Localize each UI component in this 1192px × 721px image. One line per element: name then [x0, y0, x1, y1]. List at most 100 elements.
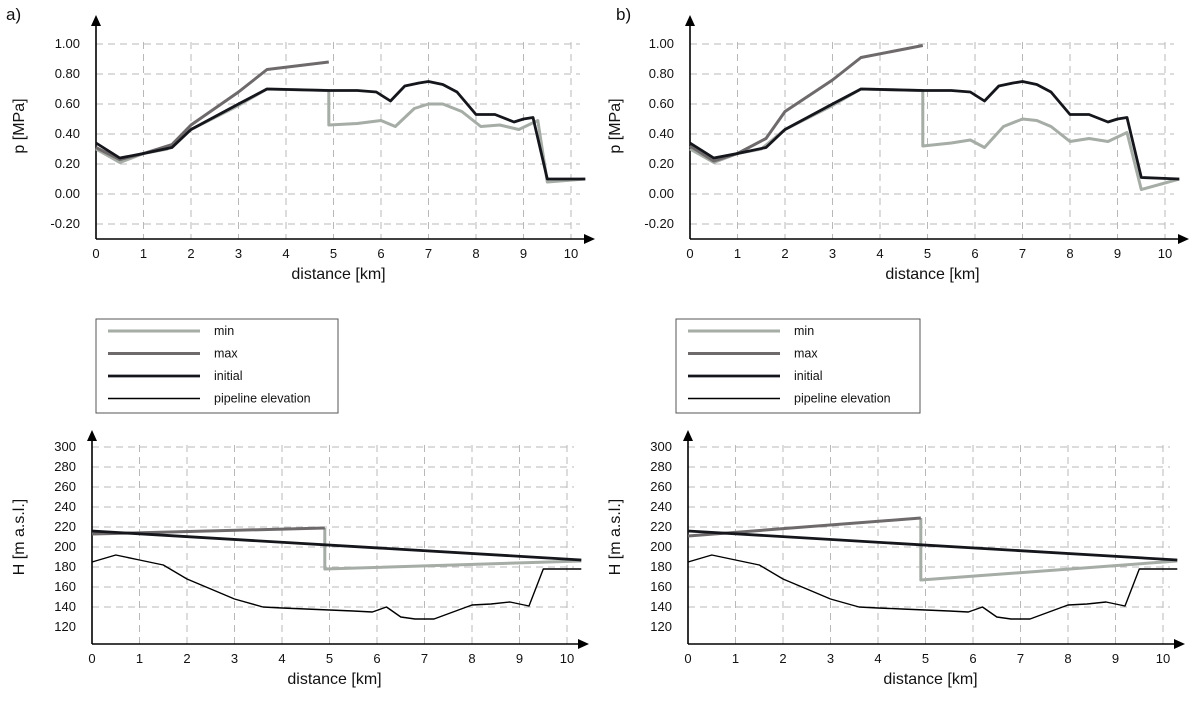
x-tick-label: 4 — [278, 651, 285, 666]
x-tick-label: 8 — [468, 651, 475, 666]
y-tick-label: 0.80 — [55, 66, 80, 81]
grid — [690, 42, 1174, 239]
head-chart-b: 120 140 160 180 200 220 240 260 280 300 0 1 2 3 4 5 6 7 8 9… — [607, 430, 1185, 688]
y-tick-label: 1.00 — [55, 36, 80, 51]
y-tick-label: 280 — [650, 459, 672, 474]
x-tick-label: 9 — [1112, 651, 1119, 666]
x-tick-label: 0 — [686, 246, 693, 261]
x-tick-label: 7 — [425, 246, 432, 261]
x-tick-label: 0 — [684, 651, 691, 666]
x-tick-label: 8 — [472, 246, 479, 261]
x-tick-label: 5 — [924, 246, 931, 261]
panel-label-b: b) — [616, 5, 631, 24]
x-tick-label: 0 — [92, 246, 99, 261]
x-tick-label: 2 — [187, 246, 194, 261]
x-tick-label: 5 — [330, 246, 337, 261]
y-tick-label: 0.60 — [649, 96, 674, 111]
x-tick-label: 3 — [829, 246, 836, 261]
y-axis-arrow — [91, 15, 101, 26]
y-tick-label: 300 — [54, 439, 76, 454]
x-tick-label: 4 — [876, 246, 883, 261]
legend-label-initial: initial — [214, 369, 243, 383]
y-tick-label: 260 — [54, 479, 76, 494]
y-tick-label: 120 — [650, 619, 672, 634]
x-tick-label: 1 — [140, 246, 147, 261]
x-tick-label: 1 — [734, 246, 741, 261]
y-tick-label: 140 — [650, 599, 672, 614]
grid — [92, 445, 574, 644]
x-tick-label: 5 — [326, 651, 333, 666]
y-tick-label: 160 — [650, 579, 672, 594]
x-tick-label: 7 — [421, 651, 428, 666]
series-line-max — [95, 60, 329, 161]
y-tick-label: 300 — [650, 439, 672, 454]
x-tick-label: 8 — [1064, 651, 1071, 666]
x-tick-label: 3 — [827, 651, 834, 666]
series-line-elevation — [687, 554, 1178, 620]
x-tick-label: 6 — [969, 651, 976, 666]
pressure-chart-a: -0.20 0.00 0.20 0.40 0.60 0.80 1.00 0 1 2 3 4 5 6 7 8 9 1… — [11, 15, 595, 283]
series-line-elevation — [91, 554, 582, 620]
y-tick-label: 0.40 — [649, 126, 674, 141]
legend-label-max: max — [214, 347, 238, 361]
y-tick-label: 1.00 — [649, 36, 674, 51]
series-line-initial — [689, 80, 1180, 181]
legend-label-min: min — [214, 324, 234, 338]
x-tick-label: 9 — [1114, 246, 1121, 261]
x-axis-arrow — [578, 639, 589, 649]
grid — [96, 42, 580, 239]
x-tick-label: 8 — [1066, 246, 1073, 261]
legend-label-elevation: pipeline elevation — [794, 392, 891, 406]
x-tick-label: 4 — [282, 246, 289, 261]
x-axis-arrow — [1174, 639, 1185, 649]
x-tick-label: 6 — [971, 246, 978, 261]
y-tick-label: 140 — [54, 599, 76, 614]
y-tick-label: 180 — [54, 559, 76, 574]
x-tick-label: 10 — [1158, 246, 1172, 261]
y-tick-label: 260 — [650, 479, 672, 494]
y-tick-label: 220 — [650, 519, 672, 534]
series-line-initial — [687, 529, 1178, 562]
x-axis-title: distance [km] — [885, 266, 979, 283]
y-tick-label: 240 — [650, 499, 672, 514]
x-tick-label: 0 — [88, 651, 95, 666]
y-tick-label: 0.00 — [55, 186, 80, 201]
legend-label-max: max — [794, 347, 818, 361]
legend-label-initial: initial — [794, 369, 823, 383]
legend-label-min: min — [794, 324, 814, 338]
x-tick-label: 7 — [1019, 246, 1026, 261]
y-axis-title: H [m a.s.l.] — [11, 499, 28, 575]
y-tick-label: 0.80 — [649, 66, 674, 81]
panel-label-a: a) — [6, 5, 21, 24]
x-tick-label: 5 — [922, 651, 929, 666]
y-tick-label: 0.00 — [649, 186, 674, 201]
x-tick-label: 7 — [1017, 651, 1024, 666]
legend-box — [95, 318, 339, 414]
x-tick-label: 1 — [732, 651, 739, 666]
x-axis-arrow — [1178, 234, 1189, 244]
y-tick-label: 220 — [54, 519, 76, 534]
axes — [87, 430, 589, 649]
y-tick-label: -0.20 — [50, 216, 80, 231]
x-axis-arrow — [584, 234, 595, 244]
legend-label-elevation: pipeline elevation — [214, 392, 311, 406]
x-tick-label: 3 — [235, 246, 242, 261]
y-tick-label: 160 — [54, 579, 76, 594]
x-tick-label: 2 — [781, 246, 788, 261]
axes — [685, 15, 1189, 244]
x-axis-title: distance [km] — [291, 266, 385, 283]
x-tick-label: 6 — [377, 246, 384, 261]
pressure-chart-b: -0.20 0.00 0.20 0.40 0.60 0.80 1.00 0 1 2 3 4 5 6 7 8 9 1… — [607, 15, 1189, 283]
y-tick-label: 240 — [54, 499, 76, 514]
series-line-max — [689, 44, 924, 163]
x-tick-label: 10 — [1156, 651, 1170, 666]
x-tick-label: 2 — [183, 651, 190, 666]
legend-box — [675, 318, 921, 414]
y-axis-title: p [MPa] — [607, 98, 624, 153]
y-axis-title: H [m a.s.l.] — [607, 499, 624, 575]
x-tick-label: 1 — [136, 651, 143, 666]
y-tick-label: 0.20 — [55, 156, 80, 171]
y-axis-arrow — [685, 15, 695, 26]
y-axis-arrow — [683, 430, 693, 441]
